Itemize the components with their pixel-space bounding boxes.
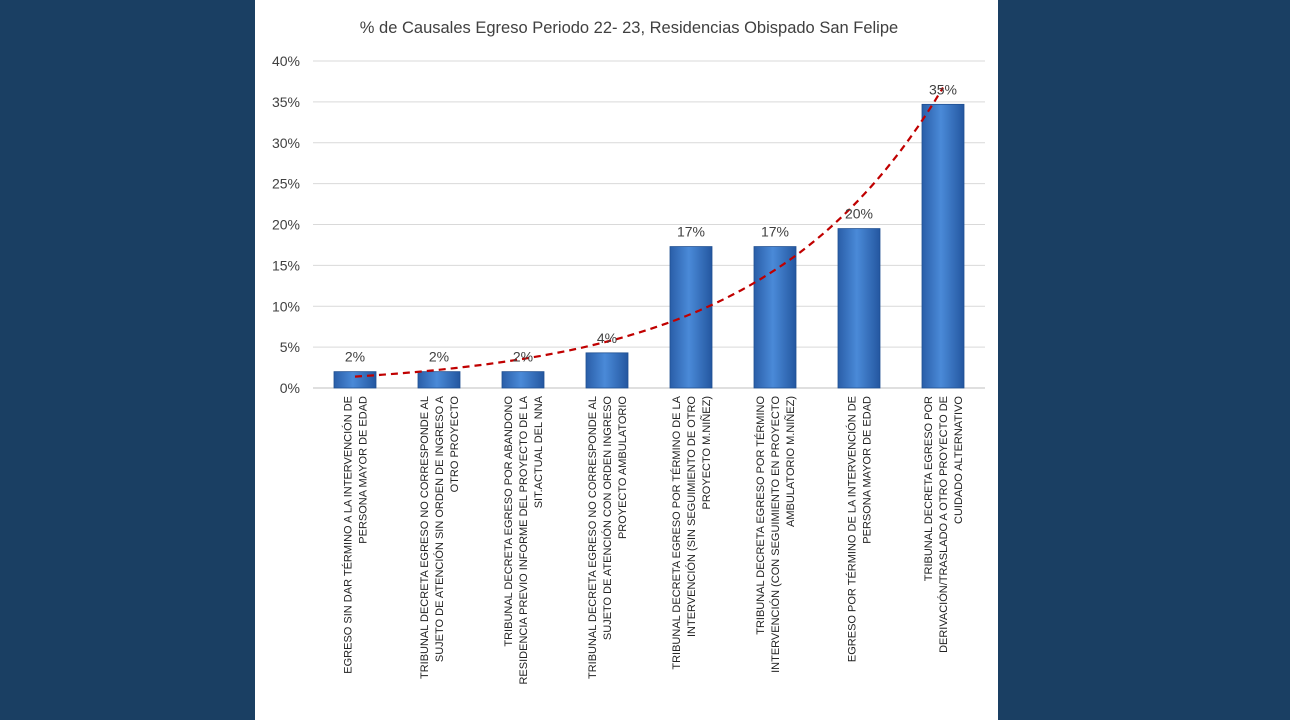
x-tick-line: OTRO PROYECTO	[449, 396, 461, 493]
data-labels: 2% 2% 2% 4% 17% 17% 20% 35%	[345, 81, 957, 364]
bar	[585, 352, 629, 389]
y-tick-label: 10%	[272, 298, 300, 314]
x-tick-line: TRIBUNAL DECRETA EGRESO NO CORRESPONDE A…	[587, 396, 599, 679]
chart: % de Causales Egreso Periodo 22- 23, Res…	[272, 19, 985, 685]
x-tick-line: AMBULATORIO M.NIÑEZ)	[784, 396, 797, 527]
x-tick-line: RESIDENCIA PREVIO INFORME DEL PROYECTO D…	[518, 395, 530, 684]
data-label: 35%	[929, 81, 957, 97]
bar	[669, 246, 713, 389]
x-axis: EGRESO SIN DAR TÉRMINO A LA INTERVENCIÓN…	[342, 395, 966, 684]
y-tick-label: 25%	[272, 176, 300, 192]
x-tick-label: TRIBUNAL DECRETA EGRESO POR DERIVACIÓN/TR…	[923, 396, 965, 653]
y-tick-label: 20%	[272, 217, 300, 233]
y-tick-label: 35%	[272, 94, 300, 110]
x-tick-line: PROYECTO M.NIÑEZ)	[700, 396, 713, 509]
x-tick-line: SUJETO DE ATENCIÓN CON ORDEN INGRESO	[601, 396, 614, 641]
x-tick-line: TRIBUNAL DECRETA EGRESO NO CORRESPONDE A…	[419, 396, 431, 679]
x-tick-line: TRIBUNAL DECRETA EGRESO POR	[923, 396, 935, 581]
bar	[921, 103, 965, 389]
bar	[417, 371, 461, 389]
x-tick-line: PERSONA MAYOR DE EDAD	[358, 396, 370, 544]
data-label: 4%	[597, 330, 617, 346]
x-tick-line: INTERVENCIÓN (SIN SEGUIMIENTO DE OTRO	[685, 396, 698, 637]
x-tick-line: DERIVACIÓN/TRASLADO A OTRO PROYECTO DE	[937, 396, 950, 653]
bars	[333, 103, 965, 389]
x-tick-line: EGRESO SIN DAR TÉRMINO A LA INTERVENCIÓN…	[342, 396, 355, 674]
y-tick-label: 5%	[280, 339, 300, 355]
x-tick-label: TRIBUNAL DECRETA EGRESO NO CORRESPONDE A…	[419, 395, 461, 679]
x-tick-line: TRIBUNAL DECRETA EGRESO POR TÉRMINO DE L…	[670, 395, 683, 669]
x-tick-line: PERSONA MAYOR DE EDAD	[862, 396, 874, 544]
x-tick-label: TRIBUNAL DECRETA EGRESO POR TÉRMINO INTER…	[754, 396, 797, 673]
data-label: 17%	[761, 224, 789, 240]
x-tick-line: INTERVENCIÓN (CON SEGUIMIENTO EN PROYECT…	[769, 396, 782, 673]
chart-title: % de Causales Egreso Periodo 22- 23, Res…	[360, 19, 898, 37]
y-axis: 0% 5% 10% 15% 20% 25% 30% 35% 40%	[272, 53, 300, 396]
y-tick-label: 0%	[280, 380, 300, 396]
y-tick-label: 30%	[272, 135, 300, 151]
bar	[753, 246, 797, 389]
x-tick-line: TRIBUNAL DECRETA EGRESO POR ABANDONO	[503, 396, 515, 647]
data-label: 20%	[845, 206, 873, 222]
x-tick-line: EGRESO POR TÉRMINO DE LA INTERVENCIÓN DE	[846, 396, 859, 662]
x-tick-label: TRIBUNAL DECRETA EGRESO POR ABANDONO RESI…	[503, 395, 545, 684]
x-tick-label: EGRESO SIN DAR TÉRMINO A LA INTERVENCIÓN…	[342, 396, 370, 674]
bar	[837, 228, 881, 389]
y-tick-label: 15%	[272, 257, 300, 273]
gridlines	[313, 60, 985, 389]
x-tick-line: SIT.ACTUAL DEL NNA	[533, 395, 545, 508]
x-tick-label: TRIBUNAL DECRETA EGRESO POR TÉRMINO DE L…	[670, 395, 713, 669]
x-tick-label: EGRESO POR TÉRMINO DE LA INTERVENCIÓN DE…	[846, 396, 874, 662]
trendline-path	[354, 87, 944, 378]
data-label: 17%	[677, 224, 705, 240]
x-tick-line: PROYECTO AMBULATORIO	[617, 396, 629, 539]
data-label: 2%	[429, 349, 449, 365]
data-label: 2%	[345, 349, 365, 365]
x-tick-label: TRIBUNAL DECRETA EGRESO NO CORRESPONDE A…	[587, 396, 629, 679]
trendline	[354, 87, 944, 378]
x-tick-line: TRIBUNAL DECRETA EGRESO POR TÉRMINO	[754, 396, 767, 635]
bar	[333, 371, 377, 389]
y-tick-label: 40%	[272, 53, 300, 69]
x-tick-line: SUJETO DE ATENCIÓN SIN ORDEN DE INGRESO …	[433, 395, 446, 662]
x-tick-line: CUIDADO ALTERNATIVO	[953, 396, 965, 524]
bar	[501, 371, 545, 389]
chart-panel: % de Causales Egreso Periodo 22- 23, Res…	[255, 0, 998, 720]
data-label: 2%	[513, 349, 533, 365]
